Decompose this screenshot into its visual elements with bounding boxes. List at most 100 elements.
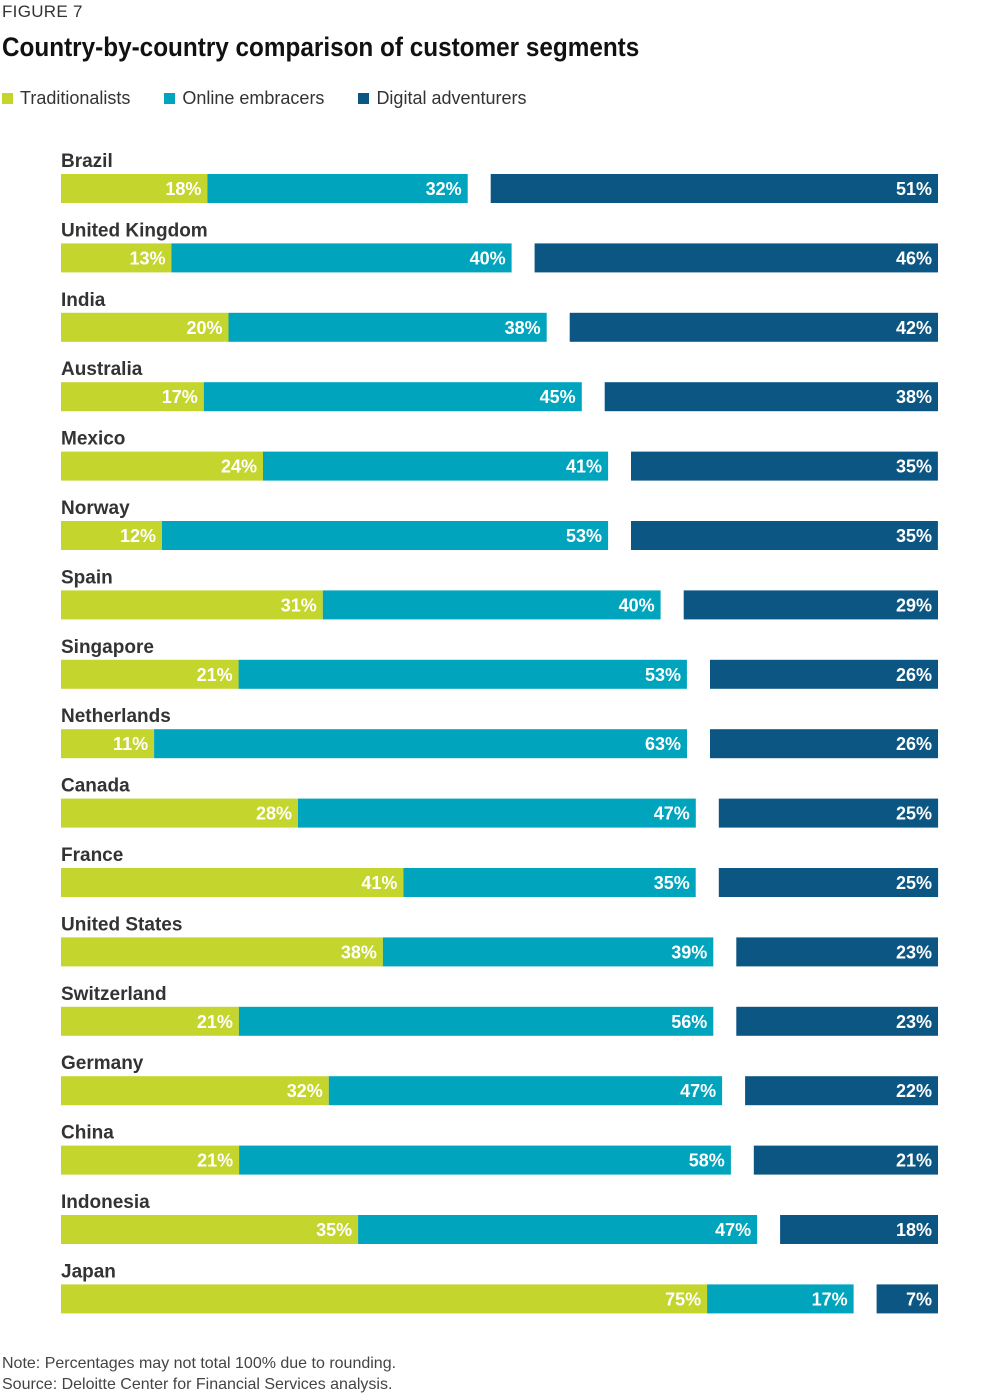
value-label-spain-online-embracers: 40% xyxy=(619,595,655,615)
bar-canada-digital-adventurers xyxy=(718,798,939,828)
figure-label: FIGURE 7 xyxy=(2,2,83,21)
bar-spain-traditionalists xyxy=(61,590,323,620)
legend-label-online-embracers: Online embracers xyxy=(182,88,325,108)
category-label-japan: Japan xyxy=(61,1261,116,1282)
value-label-spain-digital-adventurers: 29% xyxy=(896,595,932,615)
value-label-brazil-traditionalists: 18% xyxy=(165,179,201,199)
bar-japan-online-embracers xyxy=(707,1284,854,1314)
bar-united-kingdom-traditionalists xyxy=(61,243,172,273)
value-label-france-online-embracers: 35% xyxy=(654,873,690,893)
value-label-singapore-traditionalists: 21% xyxy=(197,665,233,685)
bar-germany-online-embracers xyxy=(328,1076,723,1106)
value-label-singapore-online-embracers: 53% xyxy=(645,665,681,685)
value-label-norway-digital-adventurers: 35% xyxy=(896,526,932,546)
legend-item-digital-adventurers: Digital adventurers xyxy=(358,88,527,109)
value-label-germany-online-embracers: 47% xyxy=(680,1081,716,1101)
bar-france-online-embracers xyxy=(403,868,696,897)
value-label-mexico-traditionalists: 24% xyxy=(221,457,257,477)
bar-singapore-traditionalists xyxy=(61,659,239,689)
bar-row-japan: Japan 75% 17% 7% xyxy=(61,1261,938,1314)
bar-row-singapore: Singapore 21% 53% 26% xyxy=(61,637,938,689)
legend-label-digital-adventurers: Digital adventurers xyxy=(376,88,527,108)
bar-row-united-kingdom: United Kingdom 13% 40% 46% xyxy=(61,220,938,273)
value-label-indonesia-traditionalists: 35% xyxy=(316,1220,352,1240)
source-text: Source: Deloitte Center for Financial Se… xyxy=(2,1376,393,1393)
value-label-france-traditionalists: 41% xyxy=(361,873,397,893)
bar-united-states-online-embracers xyxy=(382,937,714,967)
bar-row-netherlands: Netherlands 11% 63% 26% xyxy=(61,706,938,759)
bar-indonesia-traditionalists xyxy=(61,1215,359,1244)
bar-norway-digital-adventurers xyxy=(631,521,938,550)
category-label-singapore: Singapore xyxy=(61,637,154,658)
bar-norway-online-embracers xyxy=(162,521,609,550)
category-label-china: China xyxy=(61,1123,114,1144)
bar-row-brazil: Brazil 18% 32% 51% xyxy=(61,151,938,203)
value-label-united-kingdom-digital-adventurers: 46% xyxy=(896,248,932,268)
bar-brazil-digital-adventurers xyxy=(490,174,938,203)
category-label-norway: Norway xyxy=(61,498,130,519)
bar-row-mexico: Mexico 24% 41% 35% xyxy=(61,429,938,481)
legend-item-online-embracers: Online embracers xyxy=(164,88,324,109)
category-label-switzerland: Switzerland xyxy=(61,984,167,1005)
bar-row-france: France 41% 35% 25% xyxy=(61,845,939,897)
bar-india-online-embracers xyxy=(228,312,547,342)
bar-japan-digital-adventurers xyxy=(876,1284,938,1314)
value-label-australia-online-embracers: 45% xyxy=(540,387,576,407)
bar-france-traditionalists xyxy=(61,868,404,897)
bar-china-traditionalists xyxy=(61,1145,240,1175)
footnote: Note: Percentages may not total 100% due… xyxy=(2,1353,396,1395)
bar-australia-digital-adventurers xyxy=(604,382,938,412)
bar-france-digital-adventurers xyxy=(718,868,939,897)
bar-row-switzerland: Switzerland 21% 56% 23% xyxy=(61,984,938,1036)
category-label-germany: Germany xyxy=(61,1053,144,1074)
value-label-india-traditionalists: 20% xyxy=(186,318,222,338)
bar-australia-online-embracers xyxy=(203,382,582,412)
bar-united-states-traditionalists xyxy=(61,937,383,967)
bar-indonesia-digital-adventurers xyxy=(780,1215,938,1244)
bar-netherlands-online-embracers xyxy=(154,729,688,759)
bar-singapore-digital-adventurers xyxy=(710,659,938,689)
bar-brazil-traditionalists xyxy=(61,174,208,203)
bar-germany-traditionalists xyxy=(61,1076,329,1106)
value-label-japan-traditionalists: 75% xyxy=(665,1289,701,1309)
bar-china-digital-adventurers xyxy=(753,1145,938,1175)
value-label-china-digital-adventurers: 21% xyxy=(896,1151,932,1171)
value-label-japan-digital-adventurers: 7% xyxy=(906,1289,932,1309)
bar-india-digital-adventurers xyxy=(569,312,938,342)
bar-indonesia-online-embracers xyxy=(358,1215,758,1244)
legend-swatch-digital-adventurers xyxy=(358,93,370,104)
category-label-spain: Spain xyxy=(61,567,113,588)
value-label-canada-traditionalists: 28% xyxy=(256,804,292,824)
bar-row-spain: Spain 31% 40% 29% xyxy=(61,567,938,620)
bar-netherlands-digital-adventurers xyxy=(710,729,938,759)
bar-singapore-online-embracers xyxy=(238,659,687,689)
value-label-india-digital-adventurers: 42% xyxy=(896,318,932,338)
category-label-indonesia: Indonesia xyxy=(61,1192,150,1213)
category-label-united-kingdom: United Kingdom xyxy=(61,220,208,241)
value-label-germany-traditionalists: 32% xyxy=(287,1081,323,1101)
bar-india-traditionalists xyxy=(61,312,229,342)
value-label-spain-traditionalists: 31% xyxy=(281,595,317,615)
value-label-canada-online-embracers: 47% xyxy=(654,804,690,824)
legend-swatch-traditionalists xyxy=(2,93,13,104)
bar-australia-traditionalists xyxy=(61,382,204,412)
value-label-singapore-digital-adventurers: 26% xyxy=(896,665,932,685)
value-label-netherlands-online-embracers: 63% xyxy=(645,734,681,754)
bar-switzerland-digital-adventurers xyxy=(736,1006,938,1036)
bar-row-united-states: United States 38% 39% 23% xyxy=(61,914,938,967)
bar-china-online-embracers xyxy=(239,1145,731,1175)
bar-spain-digital-adventurers xyxy=(683,590,938,620)
legend: Traditionalists Online embracers Digital… xyxy=(2,88,527,109)
bar-united-states-digital-adventurers xyxy=(736,937,938,967)
bar-spain-online-embracers xyxy=(322,590,661,620)
value-label-switzerland-traditionalists: 21% xyxy=(197,1012,233,1032)
value-label-indonesia-digital-adventurers: 18% xyxy=(896,1220,932,1240)
category-label-australia: Australia xyxy=(61,359,143,380)
bar-canada-online-embracers xyxy=(298,798,696,828)
category-label-netherlands: Netherlands xyxy=(61,706,171,727)
bar-brazil-online-embracers xyxy=(207,174,468,203)
value-label-mexico-digital-adventurers: 35% xyxy=(896,457,932,477)
bar-row-canada: Canada 28% 47% 25% xyxy=(61,776,939,828)
value-label-france-digital-adventurers: 25% xyxy=(896,873,932,893)
value-label-india-online-embracers: 38% xyxy=(505,318,541,338)
